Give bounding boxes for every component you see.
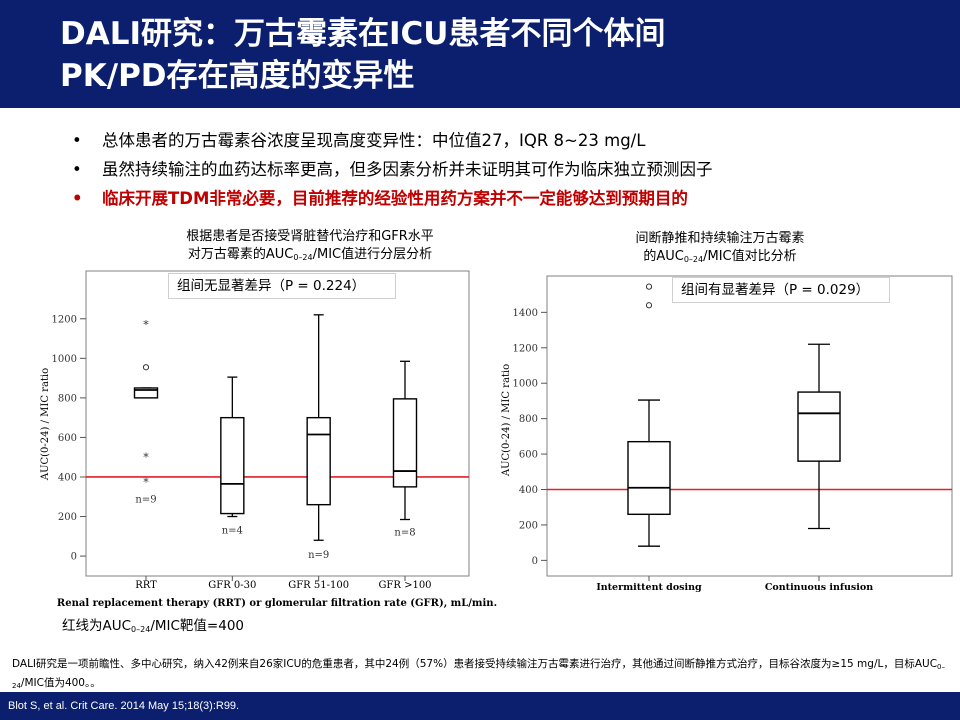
bullet-marker: • (72, 189, 83, 208)
slide-title-line2: PK/PD存在高度的变异性 (60, 58, 415, 94)
outlier-star: * (143, 319, 149, 332)
x-tick-label: Continuous infusion (765, 582, 873, 593)
annotation-box-right: 组间有显著差异（P = 0.029） (672, 277, 890, 303)
right-caption-line1: 间断静推和持续输注万古霉素 (635, 231, 805, 246)
box-gfr-0-30: n=4 (220, 376, 245, 536)
annotation-text-left: 组间无显著差异（P = 0.224） (177, 278, 366, 294)
n-label: n=8 (394, 527, 415, 538)
outlier-circle (142, 364, 150, 371)
box-plot-renal-gfr: 0 200 400 600 800 1000 1200 * * * n=9 n=4 n=9 n=8 RR… (40, 270, 497, 609)
y-tick-label: 1000 (52, 354, 77, 365)
y-tick-label: 1200 (513, 343, 538, 354)
y-tick-label: 600 (58, 433, 77, 444)
title-bar: DALI研究：万古霉素在ICU患者不同个体间 PK/PD存在高度的变异性 (0, 0, 960, 108)
y-tick-label: 1000 (513, 379, 538, 390)
bullet-marker: • (72, 131, 82, 150)
bullet-marker: • (72, 160, 82, 179)
y-tick-label: 0 (71, 552, 77, 563)
bullet-item-1: • 总体患者的万古霉素谷浓度呈现高度变异性：中位值27，IQR 8~23 mg/… (72, 126, 952, 155)
x-tick-label: GFR 51-100 (288, 580, 349, 591)
x-tick-label: GFR 0-30 (208, 580, 256, 591)
iqr-box (133, 387, 159, 399)
y-tick-label: 1400 (513, 308, 538, 319)
outlier-star: * (143, 476, 149, 489)
y-tick-label: 600 (519, 450, 538, 461)
n-label: n=9 (308, 550, 329, 561)
iqr-box (627, 440, 671, 516)
bullet-item-2: • 虽然持续输注的血药达标率更高，但多因素分析并未证明其可作为临床独立预测因子 (72, 155, 952, 184)
bullet-text: 临床开展TDM非常必要，目前推荐的经验性用药方案并不一定能够达到预期目的 (102, 189, 688, 208)
box-intermittent-dosing (627, 283, 671, 547)
y-tick-label: 0 (532, 556, 538, 567)
x-tick-label: RRT (135, 580, 157, 591)
y-axis-label: AUC(0-24) / MIC ratio (501, 364, 512, 477)
left-caption-line1: 根据患者是否接受肾脏替代治疗和GFR水平 (186, 229, 434, 244)
right-caption-line2: 的AUC0–24/MIC值对比分析 (643, 249, 797, 264)
citation-bar: Blot S, et al. Crit Care. 2014 May 15;18… (0, 692, 960, 720)
y-axis-label: AUC(0-24) / MIC ratio (40, 368, 51, 481)
x-tick-label: GFR >100 (378, 580, 431, 591)
annotation-text-right: 组间有显著差异（P = 0.029） (681, 282, 870, 298)
slide-title-line1: DALI研究：万古霉素在ICU患者不同个体间 (60, 16, 666, 52)
bullet-text: 总体患者的万古霉素谷浓度呈现高度变异性：中位值27，IQR 8~23 mg/L (102, 131, 646, 150)
y-tick-label: 1200 (52, 314, 77, 325)
box-gfr-100: n=8 (392, 360, 418, 538)
y-tick-label: 400 (519, 485, 538, 496)
iqr-box (392, 398, 418, 488)
outlier-star: * (143, 451, 149, 464)
y-tick-label: 200 (58, 512, 77, 523)
box-rrt: * * * n=9 (133, 319, 159, 506)
x-axis-label: Renal replacement therapy (RRT) or glome… (57, 598, 497, 609)
left-caption-line2: 对万古霉素的AUC0–24/MIC值进行分层分析 (187, 247, 433, 262)
outlier-circle (645, 302, 653, 309)
left-chart-caption: 根据患者是否接受肾脏替代治疗和GFR水平 对万古霉素的AUC0–24/MIC值进… (120, 228, 500, 267)
right-chart-caption: 间断静推和持续输注万古霉素 的AUC0–24/MIC值对比分析 (570, 230, 870, 269)
n-label: n=4 (222, 525, 243, 536)
box-continuous-infusion (797, 343, 841, 530)
n-label: n=9 (135, 495, 156, 506)
box-plot-dosing: 0 200 400 600 800 1000 1200 1400 Intermittent d… (501, 275, 953, 593)
iqr-box (220, 416, 245, 515)
outlier-circle (645, 283, 653, 290)
y-tick-label: 800 (58, 393, 77, 404)
x-tick-label: Intermittent dosing (596, 582, 702, 593)
y-tick-label: 800 (519, 414, 538, 425)
bullet-text: 虽然持续输注的血药达标率更高，但多因素分析并未证明其可作为临床独立预测因子 (102, 160, 713, 179)
bullet-item-3: • 临床开展TDM非常必要，目前推荐的经验性用药方案并不一定能够达到预期目的 (72, 184, 952, 213)
y-tick-label: 400 (58, 472, 77, 483)
citation-text: Blot S, et al. Crit Care. 2014 May 15;18… (8, 700, 240, 712)
box-gfr-51-100: n=9 (306, 314, 331, 561)
study-footnote: DALI研究是一项前瞻性、多中心研究，纳入42例来自26家ICU的危重患者，其中… (12, 658, 946, 690)
iqr-box (306, 416, 331, 506)
y-tick-label: 200 (519, 520, 538, 531)
plot-frame (546, 275, 953, 577)
bullet-list: • 总体患者的万古霉素谷浓度呈现高度变异性：中位值27，IQR 8~23 mg/… (72, 126, 952, 213)
annotation-box-left: 组间无显著差异（P = 0.224） (168, 273, 396, 299)
iqr-box (797, 391, 841, 462)
reference-line-note: 红线为AUC0–24/MIC靶值=400 (62, 618, 245, 634)
